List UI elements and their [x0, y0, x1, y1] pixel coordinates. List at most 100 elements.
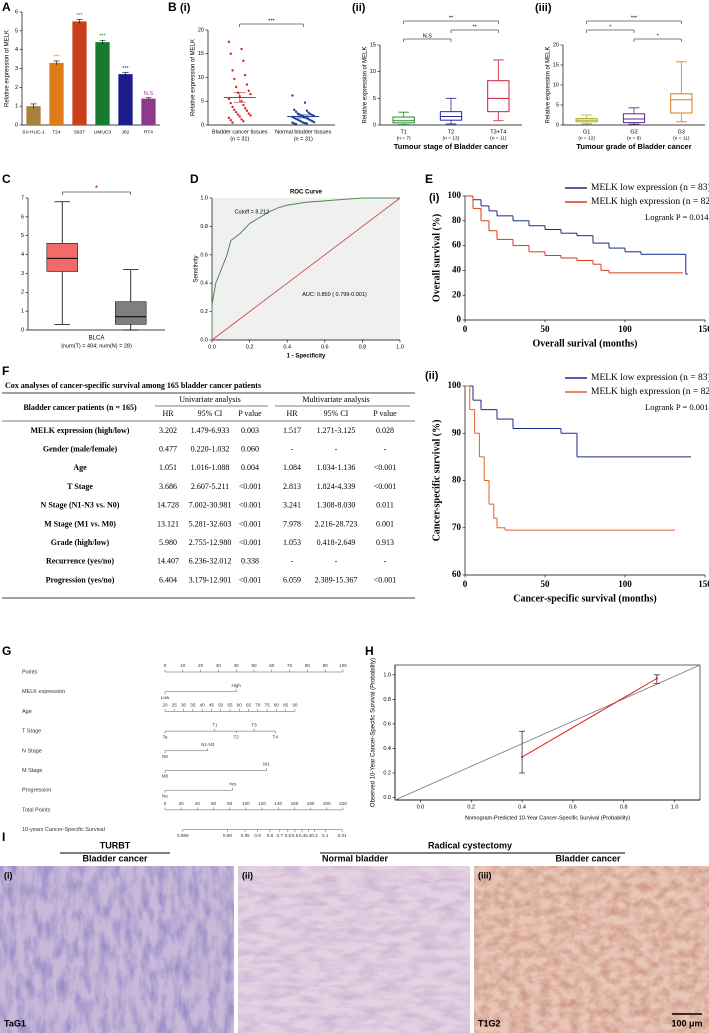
- y-tick-label: 0.8: [200, 224, 208, 230]
- table-cell: -: [384, 557, 387, 566]
- x-tick-label: T24: [52, 129, 61, 135]
- y-tick-label: 0: [457, 314, 462, 324]
- y-tick-label: 10: [198, 75, 204, 81]
- scale-label: M0: [162, 774, 169, 779]
- table-row-label: N Stage (N1-N3 vs. N0): [41, 501, 120, 510]
- scale-label: Ta: [163, 734, 168, 739]
- data-point: [233, 108, 236, 112]
- table-title: Cox analyses of cancer-specific survival…: [5, 381, 261, 390]
- table-subheader: 95% CI: [198, 409, 223, 418]
- data-point: [309, 112, 312, 116]
- significance-bracket: [403, 38, 452, 42]
- table-cell: 14.407: [157, 557, 179, 566]
- scale-label: 40: [200, 703, 206, 708]
- y-tick-label: 0.2: [383, 770, 391, 776]
- subpanel-label: (ii): [425, 370, 439, 382]
- scale-label: N1-N3: [201, 742, 215, 747]
- data-point: [247, 112, 250, 115]
- box: [392, 116, 415, 124]
- x-tick-label: SV-HUC-1: [22, 129, 45, 135]
- table-row-label: T Stage: [67, 482, 93, 491]
- data-point: [243, 107, 247, 110]
- x-tick-label: 0.6: [321, 344, 329, 350]
- error-bar: [145, 97, 152, 100]
- table-row-label: Recurrence (yes/no): [46, 557, 114, 566]
- table-cell: 2.607-5.211: [191, 482, 229, 491]
- y-tick-label: 4: [21, 252, 24, 258]
- scale-label: 0: [164, 801, 167, 806]
- y-tick-label: 100: [448, 380, 462, 390]
- subpanel-label: (iii): [535, 2, 552, 14]
- data-point: [307, 111, 310, 114]
- y-tick-label: 10: [370, 69, 376, 75]
- whisker-high: [398, 111, 409, 117]
- significance-bracket: [403, 20, 499, 24]
- y-tick-label: 0: [15, 122, 18, 128]
- data-point: [227, 97, 231, 101]
- data-point: [303, 121, 307, 125]
- scale-label: 20: [162, 703, 168, 708]
- scale-label: 220: [339, 801, 347, 806]
- table-cell: 0.001: [376, 519, 394, 528]
- x-tick-label: T1: [400, 129, 406, 135]
- y-tick-label: 60: [452, 240, 462, 250]
- error-bar: [30, 103, 37, 109]
- x-tick-label: 0.4: [283, 344, 291, 350]
- significance-label: *: [657, 33, 660, 39]
- table-cell: 0.477: [159, 445, 177, 454]
- scale-label: High: [231, 683, 241, 688]
- data-point: [293, 108, 296, 112]
- significance-label: ***: [631, 15, 638, 21]
- data-point: [236, 113, 240, 116]
- x-tick-label: 0.4: [518, 804, 526, 810]
- plot-frame: [394, 664, 701, 801]
- table-cell: 0.028: [376, 426, 394, 435]
- table-subheader: 95% CI: [324, 409, 349, 418]
- data-point: [240, 118, 243, 121]
- annotation: Logrank P = 0.0018: [645, 402, 709, 412]
- significance-bracket: [586, 29, 635, 33]
- scale-label: No: [162, 793, 168, 798]
- data-point: [234, 110, 238, 114]
- y-tick-label: 0: [556, 122, 559, 128]
- data-point: [307, 118, 310, 121]
- data-point: [229, 119, 232, 122]
- whisker-low: [445, 120, 457, 125]
- table-cell: 0.011: [376, 501, 394, 510]
- x-tick-label: Bladder cancer tissues: [212, 129, 268, 135]
- table-cell: 13.121: [157, 519, 179, 528]
- scale-label: 0.2: [311, 833, 318, 838]
- scale-label: 200: [323, 801, 331, 806]
- data-point: [293, 116, 296, 120]
- table-cell: -: [291, 445, 294, 454]
- scale-label: 20: [198, 663, 204, 668]
- y-tick-label: 0.4: [383, 746, 391, 752]
- table-cell: -: [291, 557, 294, 566]
- scale-label: 0: [164, 663, 167, 668]
- table-cell: 14.728: [157, 501, 179, 510]
- panel-letter: C: [2, 172, 11, 186]
- scale-label: 180: [307, 801, 315, 806]
- table-cell: 0.913: [376, 538, 394, 547]
- row-label: Total Points: [22, 807, 51, 813]
- whisker-low: [54, 271, 70, 325]
- scale-label: T3: [251, 722, 257, 727]
- y-axis-label: Relative expression of MELK: [5, 30, 11, 107]
- legend-label: MELK high expression (n = 82): [591, 386, 709, 397]
- bar: [118, 74, 133, 125]
- whisker-high: [493, 59, 504, 81]
- x-tick-label: 0.6: [569, 804, 577, 810]
- y-tick-label: 60: [452, 569, 462, 579]
- row-label: M Stage: [22, 768, 42, 774]
- x-tick-label: RT4: [144, 129, 153, 135]
- table-cell: 5.980: [159, 538, 177, 547]
- y-tick-label: 15: [198, 51, 204, 57]
- x-tick-label: 0.8: [359, 344, 367, 350]
- group-size: (n = 31): [230, 136, 249, 142]
- x-tick-label: 150: [698, 579, 709, 589]
- stage-label: TaG1: [4, 1018, 26, 1028]
- y-axis-label: Relative expression of MELK: [191, 39, 197, 116]
- data-point: [291, 121, 294, 124]
- panel-letter: F: [2, 364, 9, 378]
- x-tick-label: Normal bladder tissues: [275, 129, 331, 135]
